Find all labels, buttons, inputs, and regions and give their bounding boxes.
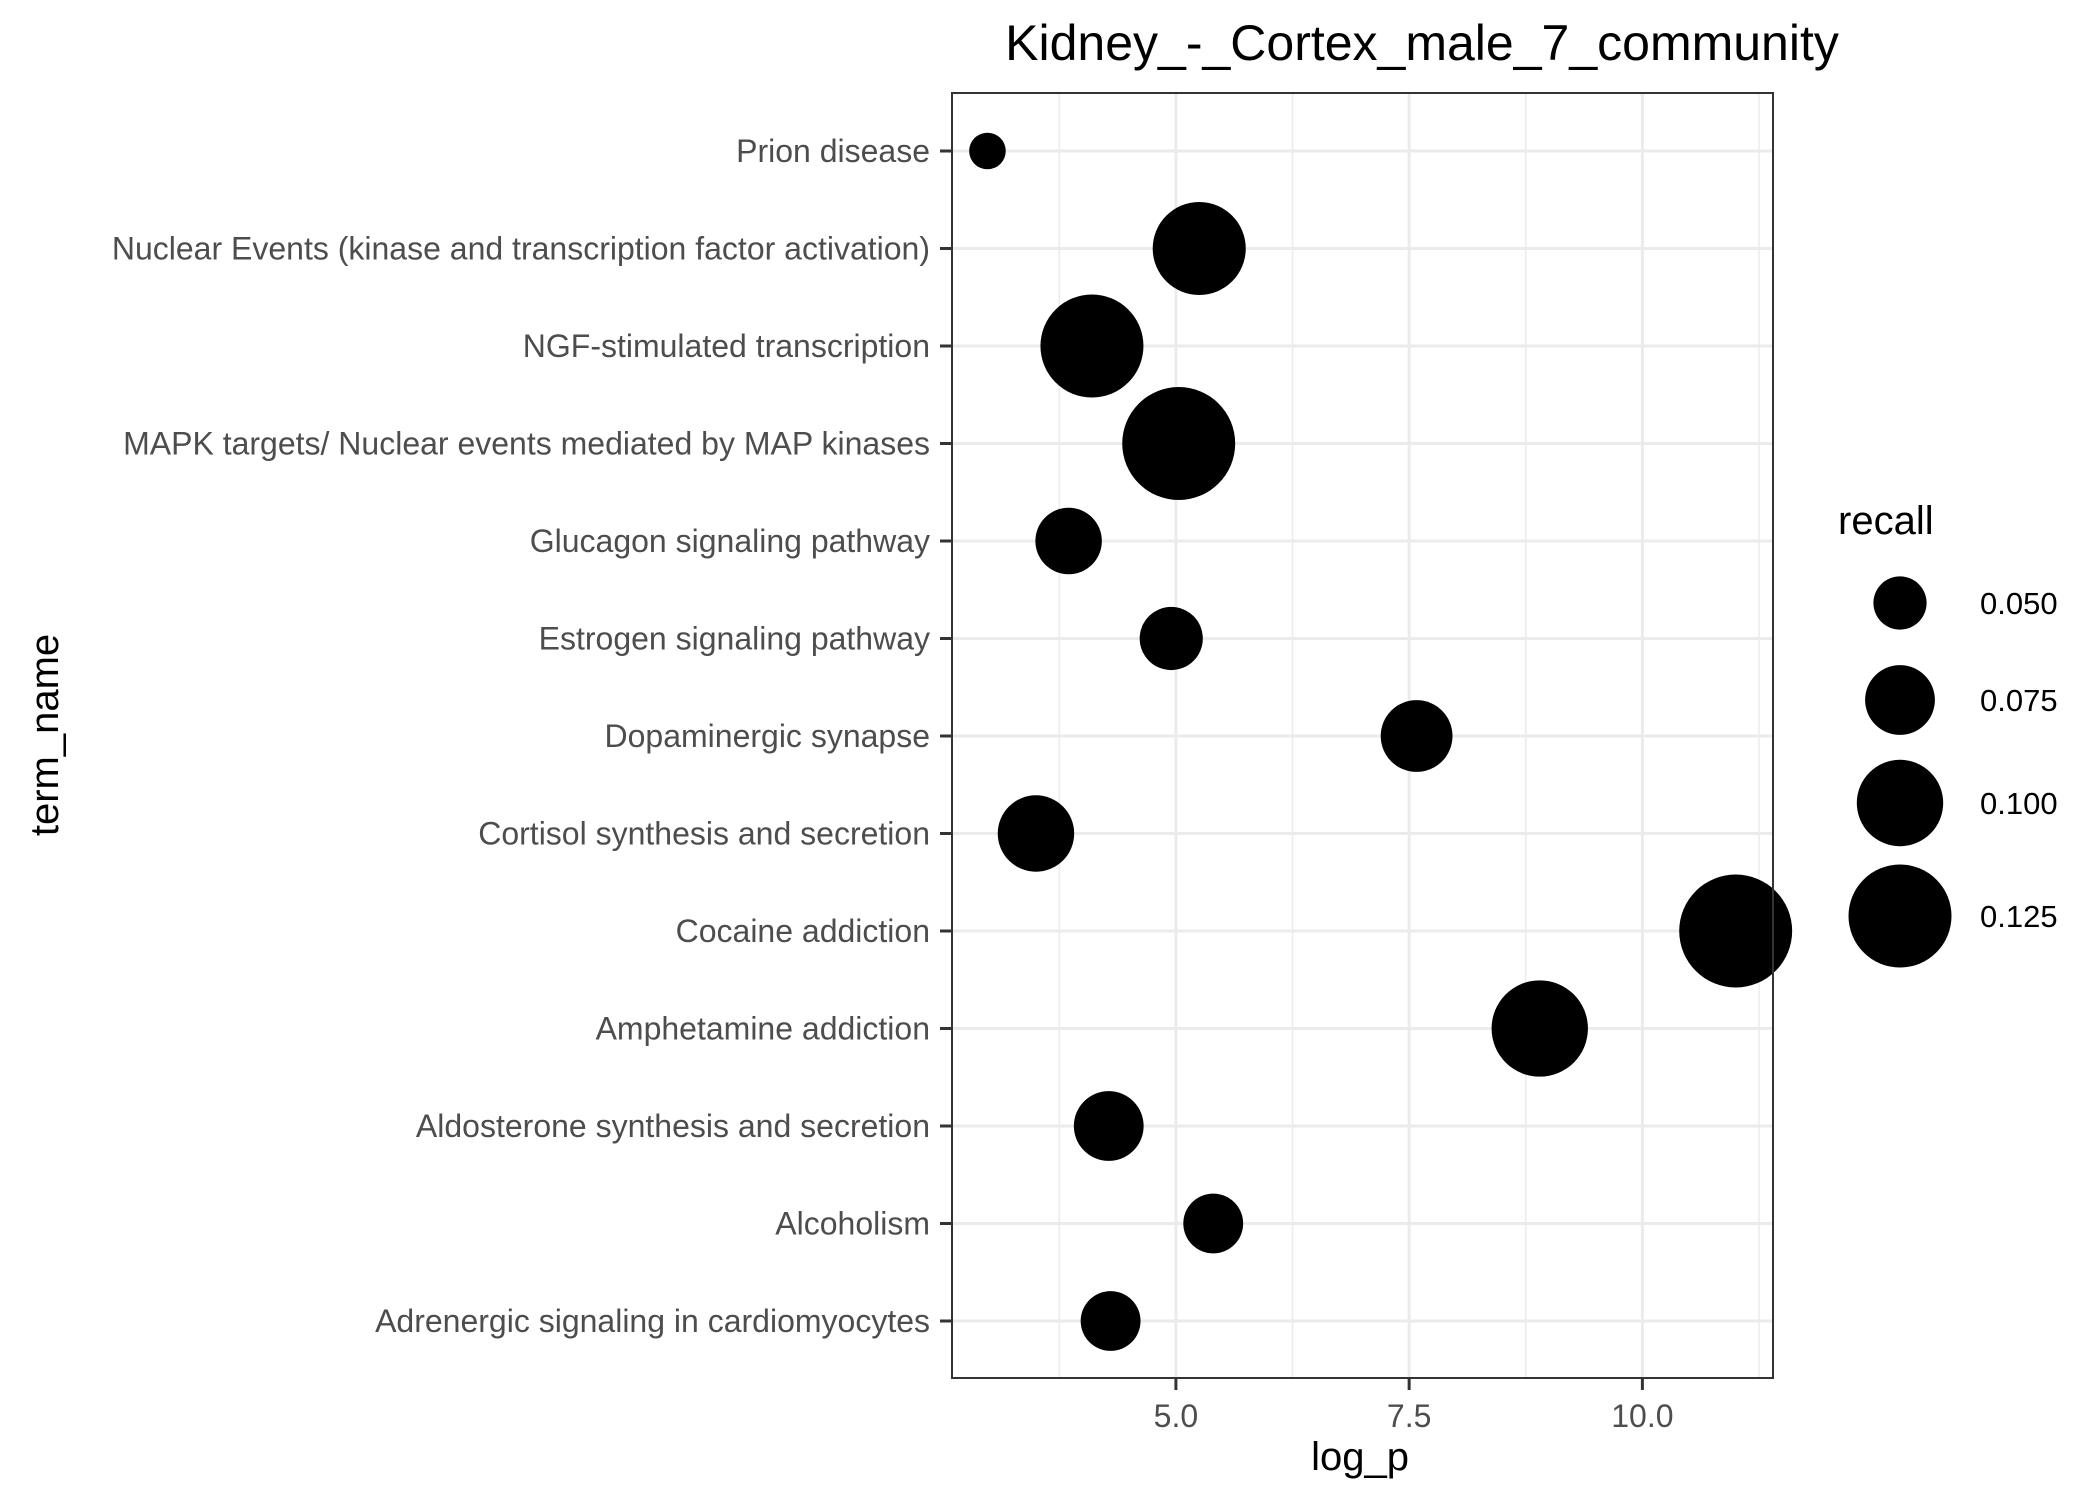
y-tick-label: Dopaminergic synapse bbox=[605, 718, 931, 754]
y-axis-title: term_name bbox=[23, 634, 67, 836]
data-point bbox=[1073, 1091, 1144, 1161]
chart-title: Kidney_-_Cortex_male_7_community bbox=[1005, 15, 1839, 71]
data-point bbox=[1139, 606, 1203, 671]
data-point bbox=[1035, 507, 1102, 575]
legend-key bbox=[1856, 759, 1944, 847]
legend-key bbox=[1865, 665, 1935, 735]
legend-key bbox=[1848, 864, 1952, 968]
y-tick-label: NGF-stimulated transcription bbox=[523, 328, 930, 364]
legend-title: recall bbox=[1838, 499, 1934, 543]
y-tick-label: Glucagon signaling pathway bbox=[530, 523, 930, 559]
axes: Prion disease Nuclear Events (kinase and … bbox=[112, 133, 1674, 1434]
legend-label: 0.050 bbox=[1980, 586, 2058, 621]
x-tick-label: 10.0 bbox=[1611, 1398, 1673, 1434]
x-tick-label: 7.5 bbox=[1387, 1398, 1431, 1434]
data-point bbox=[1040, 294, 1144, 398]
y-tick-label: Adrenergic signaling in cardiomyocytes bbox=[375, 1303, 930, 1339]
legend-label: 0.100 bbox=[1980, 786, 2058, 821]
y-tick-label: Nuclear Events (kinase and transcription… bbox=[112, 231, 930, 267]
y-tick-label: Prion disease bbox=[736, 133, 930, 169]
data-point bbox=[997, 795, 1075, 872]
x-axis-title: log_p bbox=[1311, 1435, 1409, 1479]
y-tick-label: Cortisol synthesis and secretion bbox=[478, 816, 930, 852]
size-legend: recall 0.050 0.075 0.100 0.125 bbox=[1838, 499, 2058, 968]
data-point bbox=[1080, 1291, 1141, 1351]
data-point bbox=[1679, 874, 1793, 988]
data-points bbox=[969, 132, 1793, 1351]
legend-key bbox=[1873, 576, 1927, 630]
data-point bbox=[1380, 700, 1453, 772]
y-tick-label: MAPK targets/ Nuclear events mediated by… bbox=[123, 426, 930, 462]
data-point bbox=[1122, 387, 1236, 500]
x-tick-label: 5.0 bbox=[1154, 1398, 1198, 1434]
data-point bbox=[969, 132, 1006, 170]
y-tick-label: Estrogen signaling pathway bbox=[539, 621, 930, 657]
y-tick-label: Amphetamine addiction bbox=[596, 1011, 930, 1047]
legend-label: 0.125 bbox=[1980, 899, 2058, 934]
data-point bbox=[1152, 201, 1246, 296]
y-tick-label: Cocaine addiction bbox=[676, 913, 930, 949]
y-tick-label: Aldosterone synthesis and secretion bbox=[416, 1108, 930, 1144]
data-point bbox=[1491, 980, 1588, 1077]
data-point bbox=[1183, 1193, 1244, 1254]
y-tick-label: Alcoholism bbox=[775, 1206, 930, 1242]
legend-label: 0.075 bbox=[1980, 683, 2058, 718]
